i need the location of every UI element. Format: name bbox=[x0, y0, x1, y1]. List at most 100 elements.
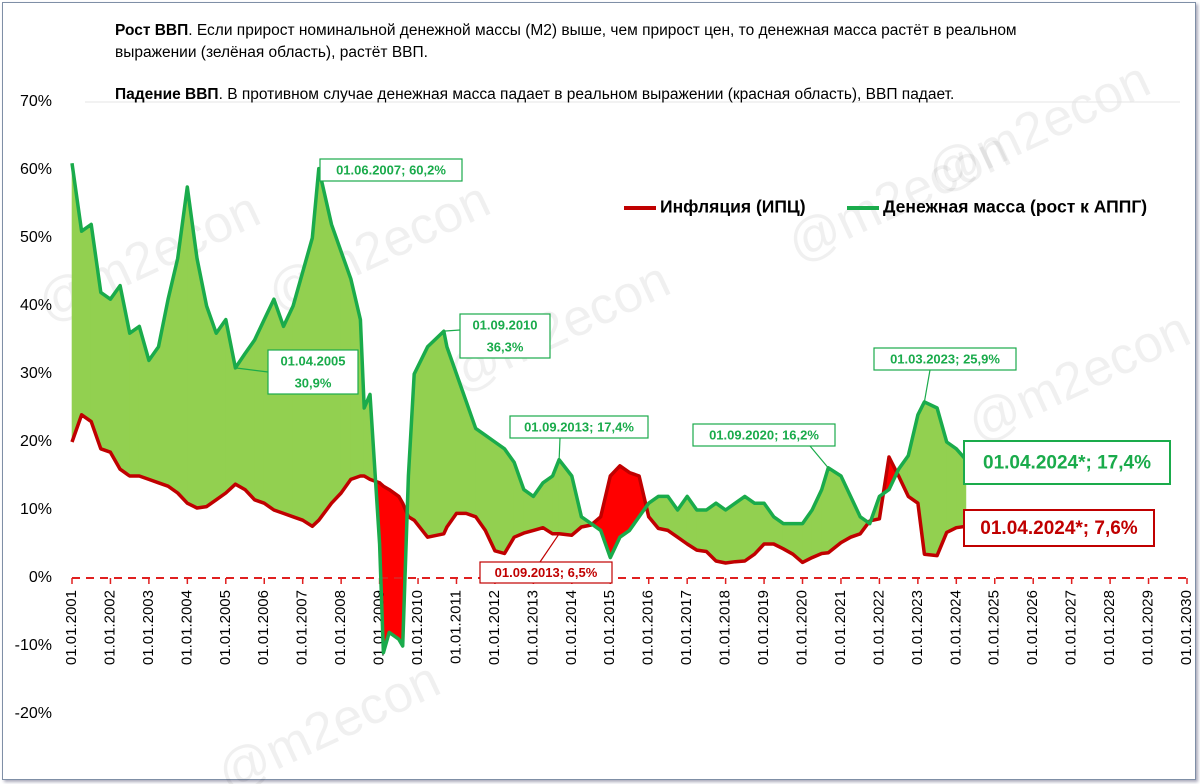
annotation-text: 36,3% bbox=[487, 339, 524, 354]
y-tick-label: 30% bbox=[20, 365, 52, 382]
area-fill bbox=[244, 339, 255, 501]
area-fill bbox=[725, 502, 736, 564]
legend-label: Инфляция (ИПЦ) bbox=[660, 197, 806, 217]
area-fill bbox=[744, 495, 755, 562]
y-tick-label: 10% bbox=[20, 501, 52, 518]
series-line bbox=[70, 162, 968, 655]
annotation-text: 01.09.2020; 16,2% bbox=[709, 427, 819, 442]
area-fill bbox=[658, 496, 669, 531]
x-tick-label: 01.01.2019 bbox=[755, 590, 772, 665]
x-tick-label: 01.01.2028 bbox=[1101, 590, 1118, 665]
x-tick-label: 01.01.2021 bbox=[832, 590, 849, 665]
area-fill bbox=[100, 291, 111, 453]
x-tick-label: 01.01.2029 bbox=[1140, 590, 1157, 665]
area-fill bbox=[827, 467, 842, 554]
x-tick-label: 01.01.2024 bbox=[947, 590, 964, 665]
x-tick-label: 01.01.2005 bbox=[217, 590, 234, 665]
annotation-box bbox=[509, 415, 649, 439]
area-fill bbox=[946, 441, 957, 533]
annotation-box bbox=[963, 440, 1171, 485]
annotation-text: 01.03.2023; 25,9% bbox=[890, 351, 1000, 366]
description-text: . В противном случае денежная масса пада… bbox=[218, 86, 955, 103]
annotation-leader bbox=[443, 329, 461, 332]
annotation-box bbox=[319, 158, 463, 182]
annotation-box bbox=[692, 423, 836, 447]
area-fill bbox=[81, 223, 92, 423]
annotation-leader bbox=[235, 367, 269, 373]
annotation-text: 01.06.2007; 60,2% bbox=[336, 162, 446, 177]
annotation-leader bbox=[558, 437, 561, 460]
area-fill bbox=[734, 495, 746, 563]
area-fill bbox=[129, 325, 140, 477]
area-fill bbox=[388, 489, 400, 640]
x-tick-label: 01.01.2030 bbox=[1178, 590, 1195, 665]
description: Рост ВВП. Если прирост номинальной денеж… bbox=[115, 20, 1085, 126]
x-tick-label: 01.01.2003 bbox=[140, 590, 157, 665]
area-fill bbox=[206, 305, 217, 508]
description-bold: Падение ВВП bbox=[115, 86, 219, 103]
y-tick-label: 50% bbox=[20, 229, 52, 246]
watermark: @m2econ bbox=[29, 181, 269, 334]
x-tick-label: 01.01.2018 bbox=[717, 590, 734, 665]
x-tick-label: 01.01.2014 bbox=[563, 590, 580, 665]
y-tick-label: 70% bbox=[20, 93, 52, 110]
x-tick-label: 01.01.2025 bbox=[986, 590, 1003, 665]
annotation-text: 30,9% bbox=[295, 375, 332, 390]
annotation-box bbox=[963, 509, 1155, 547]
annotation-leader bbox=[539, 533, 560, 563]
x-tick-label: 01.01.2010 bbox=[409, 590, 426, 665]
x-tick-label: 01.01.2016 bbox=[640, 590, 657, 665]
area-fill bbox=[148, 345, 159, 484]
area-fill bbox=[443, 331, 448, 534]
series-line bbox=[70, 413, 967, 565]
watermark: @m2econ bbox=[209, 651, 449, 784]
annotation-leader bbox=[923, 369, 931, 402]
area-fill bbox=[283, 305, 294, 518]
annotation-text: 01.04.2024*; 17,4% bbox=[983, 453, 1151, 474]
x-tick-label: 01.01.2020 bbox=[793, 590, 810, 665]
area-fill bbox=[413, 346, 428, 539]
description-bold: Рост ВВП bbox=[115, 22, 189, 39]
area-fill bbox=[254, 319, 265, 504]
area-fill bbox=[715, 502, 726, 564]
x-tick-label: 01.01.2011 bbox=[447, 590, 464, 664]
x-tick-label: 01.01.2013 bbox=[524, 590, 541, 665]
annotation-text: 01.09.2010 bbox=[472, 317, 537, 332]
x-tick-label: 01.01.2017 bbox=[678, 590, 695, 665]
y-tick-label: 0% bbox=[29, 569, 52, 586]
annotation-text: 01.04.2005 bbox=[280, 353, 345, 368]
description-paragraph: Падение ВВП. В противном случае денежная… bbox=[115, 84, 1085, 106]
y-tick-label: -20% bbox=[15, 705, 52, 722]
x-tick-label: 01.01.2027 bbox=[1063, 590, 1080, 665]
area-fill bbox=[215, 318, 227, 501]
area-fill bbox=[542, 475, 553, 535]
area-fill bbox=[235, 352, 246, 491]
x-tick-label: 01.01.2026 bbox=[1024, 590, 1041, 665]
annotation-box bbox=[873, 347, 1017, 371]
area-fill bbox=[619, 465, 630, 538]
watermark: @m2econ bbox=[959, 301, 1199, 454]
area-fill bbox=[475, 427, 486, 532]
annotation-box bbox=[459, 313, 551, 359]
annotation-box bbox=[267, 349, 359, 395]
legend-label: Денежная масса (рост к АППГ) bbox=[883, 197, 1147, 217]
y-tick-label: 20% bbox=[20, 433, 52, 450]
description-text: . Если прирост номинальной денежной масс… bbox=[115, 22, 1017, 61]
annotation-box bbox=[479, 561, 613, 584]
x-tick-label: 01.01.2002 bbox=[101, 590, 118, 665]
x-tick-label: 01.01.2009 bbox=[371, 590, 388, 665]
area-fill bbox=[924, 401, 938, 556]
x-tick-label: 01.01.2012 bbox=[486, 590, 503, 665]
y-tick-label: 40% bbox=[20, 297, 52, 314]
x-tick-label: 01.01.2023 bbox=[909, 590, 926, 665]
area-fill bbox=[494, 441, 505, 554]
x-tick-label: 01.01.2015 bbox=[601, 590, 618, 665]
annotation-text: 01.09.2013; 17,4% bbox=[524, 419, 634, 434]
x-tick-label: 01.01.2007 bbox=[294, 590, 311, 665]
area-fill bbox=[273, 299, 284, 514]
area-fill bbox=[427, 330, 445, 538]
annotation-text: 01.04.2024*; 7,6% bbox=[980, 518, 1138, 539]
